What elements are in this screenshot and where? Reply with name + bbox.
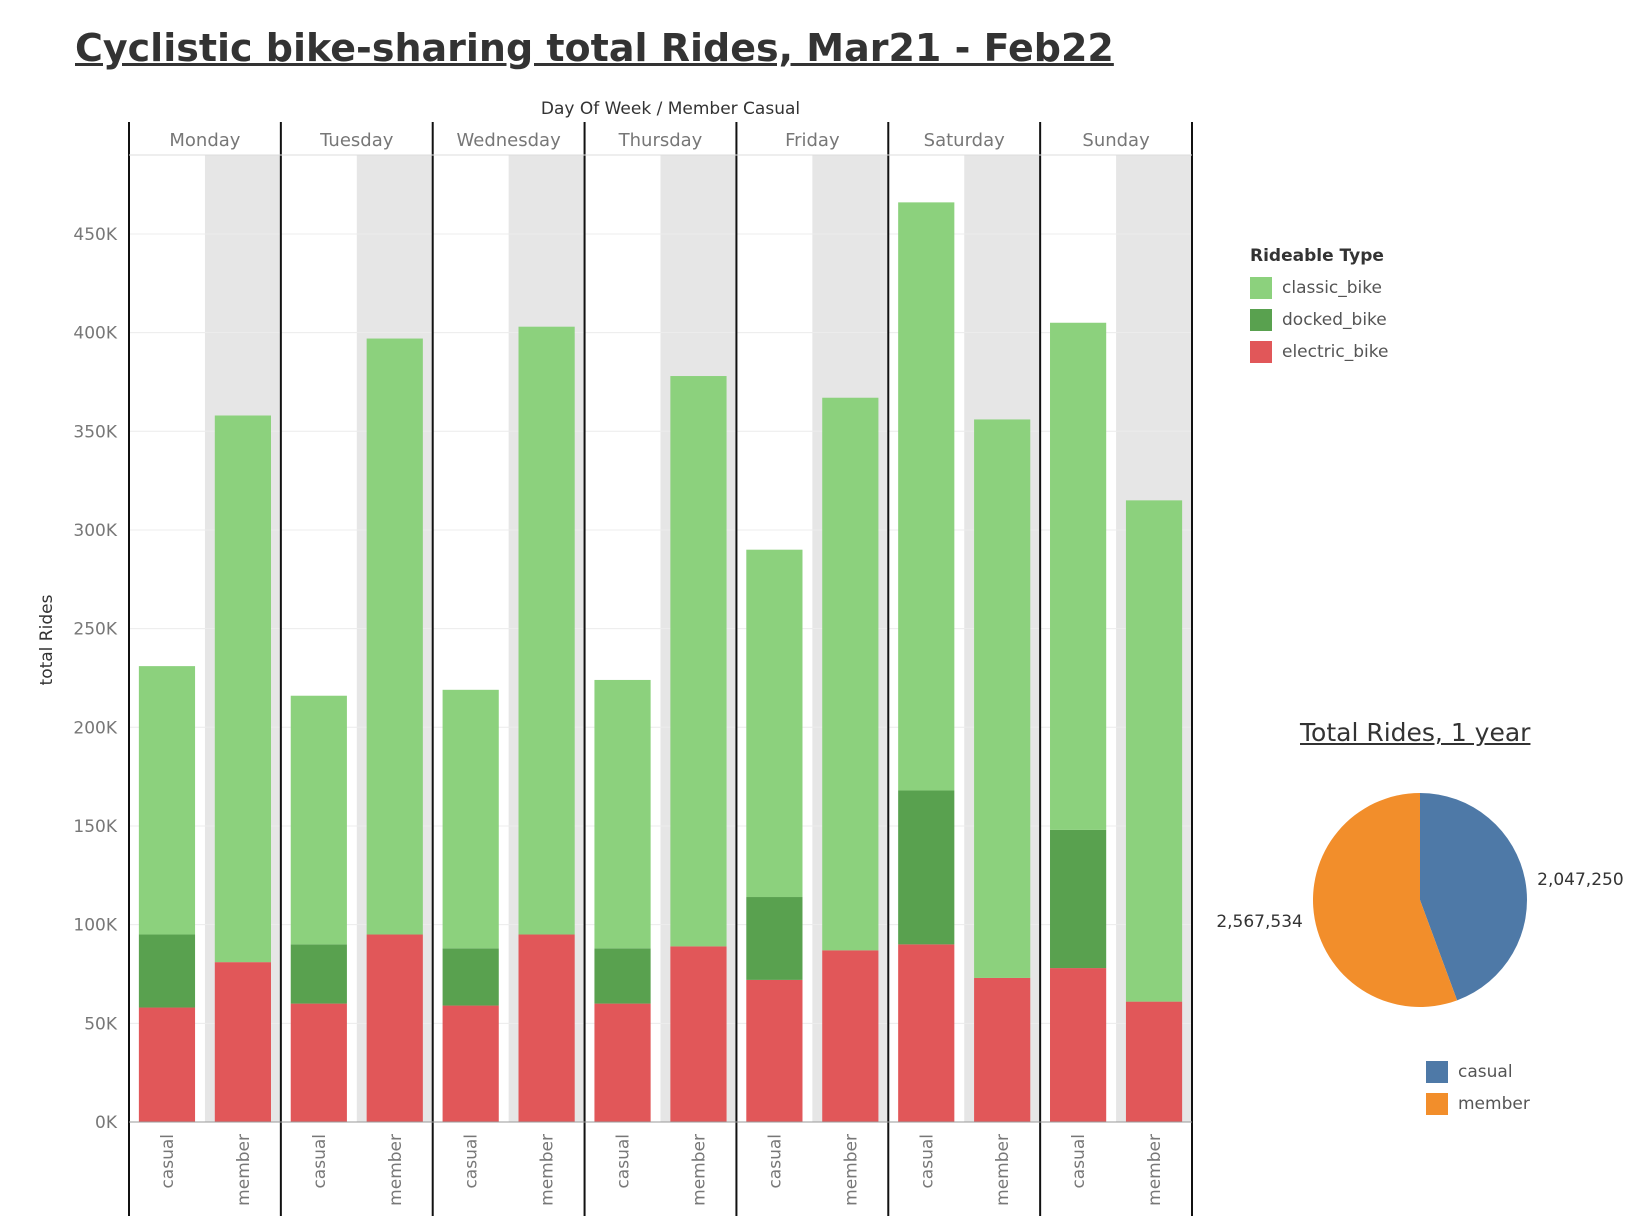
legend-item-docked-bike[interactable]: docked_bike [1250,304,1388,336]
x-tick-label-member: member [1145,1134,1165,1206]
pie-slice-member[interactable] [1313,793,1458,1008]
legend-label: casual [1458,1062,1513,1082]
rideable-type-legend: Rideable Type classic_bike docked_bike e… [1250,246,1388,368]
group-label-friday: Friday [785,130,840,151]
bar-classic-bike-tuesday-casual[interactable] [290,695,347,945]
bar-classic-bike-wednesday-member[interactable] [518,326,575,935]
legend-swatch [1250,341,1272,363]
legend-swatch [1426,1093,1448,1115]
x-tick-label-member: member [538,1134,558,1206]
legend-item-classic-bike[interactable]: classic_bike [1250,272,1388,304]
legend-swatch [1426,1061,1448,1083]
y-tick-label: 50K [84,1014,118,1034]
bar-electric-bike-monday-member[interactable] [214,962,271,1122]
bar-docked-bike-tuesday-casual[interactable] [290,944,347,1004]
bar-electric-bike-saturday-member[interactable] [974,977,1031,1122]
y-tick-label: 200K [73,718,117,738]
legend-title: Rideable Type [1250,246,1384,266]
legend-label: electric_bike [1282,342,1389,362]
legend-item-casual[interactable]: casual [1426,1056,1530,1088]
bar-classic-bike-thursday-member[interactable] [670,376,727,947]
y-tick-label: 400K [73,324,117,344]
legend-item-member[interactable]: member [1426,1088,1530,1120]
x-tick-label-casual: casual [1069,1134,1089,1189]
x-tick-label-member: member [234,1134,254,1206]
x-tick-label-member: member [993,1134,1013,1206]
bar-classic-bike-saturday-member[interactable] [974,419,1031,978]
bar-electric-bike-wednesday-member[interactable] [518,934,575,1122]
bar-electric-bike-wednesday-casual[interactable] [442,1005,499,1122]
bar-classic-bike-monday-member[interactable] [214,415,271,963]
group-label-tuesday: Tuesday [319,130,394,151]
y-tick-label: 100K [73,916,117,936]
bar-electric-bike-friday-member[interactable] [822,950,879,1122]
bar-electric-bike-sunday-casual[interactable] [1050,968,1107,1122]
bar-electric-bike-tuesday-casual[interactable] [290,1003,347,1122]
bar-docked-bike-monday-casual[interactable] [138,934,196,1008]
legend-item-electric-bike[interactable]: electric_bike [1250,336,1388,368]
bar-classic-bike-friday-member[interactable] [822,397,879,951]
legend-swatch [1250,309,1272,331]
bar-electric-bike-thursday-member[interactable] [670,946,727,1122]
y-tick-label: 0K [95,1113,118,1133]
x-tick-label-casual: casual [158,1134,178,1189]
group-label-saturday: Saturday [924,130,1005,151]
y-tick-label: 350K [73,422,117,442]
bar-docked-bike-thursday-casual[interactable] [594,948,651,1004]
y-tick-label: 150K [73,817,117,837]
y-tick-label: 300K [73,521,117,541]
x-tick-label-casual: casual [310,1134,330,1189]
member-casual-legend: casual member [1426,1056,1530,1120]
legend-label: member [1458,1094,1530,1114]
y-tick-label: 450K [73,225,117,245]
pie-title: Total Rides, 1 year [1300,718,1531,747]
group-label-sunday: Sunday [1082,130,1150,151]
bar-electric-bike-sunday-member[interactable] [1125,1001,1183,1122]
bar-docked-bike-friday-casual[interactable] [746,897,803,980]
x-tick-label-member: member [689,1134,709,1206]
group-label-thursday: Thursday [618,130,703,151]
bar-docked-bike-wednesday-casual[interactable] [442,948,499,1006]
bar-classic-bike-wednesday-casual[interactable] [442,689,499,949]
x-tick-label-casual: casual [614,1134,634,1189]
y-tick-label: 250K [73,620,117,640]
legend-swatch [1250,277,1272,299]
bar-electric-bike-thursday-casual[interactable] [594,1003,651,1122]
y-axis-title: total Rides [37,594,57,685]
bar-classic-bike-tuesday-member[interactable] [366,338,423,935]
x-tick-label-casual: casual [917,1134,937,1189]
bar-docked-bike-saturday-casual[interactable] [898,790,955,945]
bar-electric-bike-monday-casual[interactable] [138,1007,196,1122]
bar-classic-bike-sunday-member[interactable] [1125,500,1183,1002]
chart-title: Cyclistic bike-sharing total Rides, Mar2… [75,26,1114,70]
bar-classic-bike-thursday-casual[interactable] [594,679,651,949]
x-tick-label-member: member [841,1134,861,1206]
legend-label: classic_bike [1282,278,1382,298]
bar-classic-bike-friday-casual[interactable] [746,549,803,898]
bar-docked-bike-sunday-casual[interactable] [1050,829,1107,969]
column-header-title: Day Of Week / Member Casual [541,99,800,119]
x-tick-label-member: member [386,1134,406,1206]
x-tick-label-casual: casual [765,1134,785,1189]
legend-label: docked_bike [1282,310,1387,330]
bar-electric-bike-friday-casual[interactable] [746,979,803,1122]
bar-classic-bike-saturday-casual[interactable] [898,202,955,791]
bar-electric-bike-saturday-casual[interactable] [898,944,955,1122]
bar-electric-bike-tuesday-member[interactable] [366,934,423,1122]
x-tick-label-casual: casual [462,1134,482,1189]
group-label-monday: Monday [169,130,240,151]
group-label-wednesday: Wednesday [457,130,562,151]
bar-classic-bike-monday-casual[interactable] [138,666,196,935]
bar-classic-bike-sunday-casual[interactable] [1050,322,1107,830]
pie-slice-casual[interactable] [1420,793,1528,1001]
